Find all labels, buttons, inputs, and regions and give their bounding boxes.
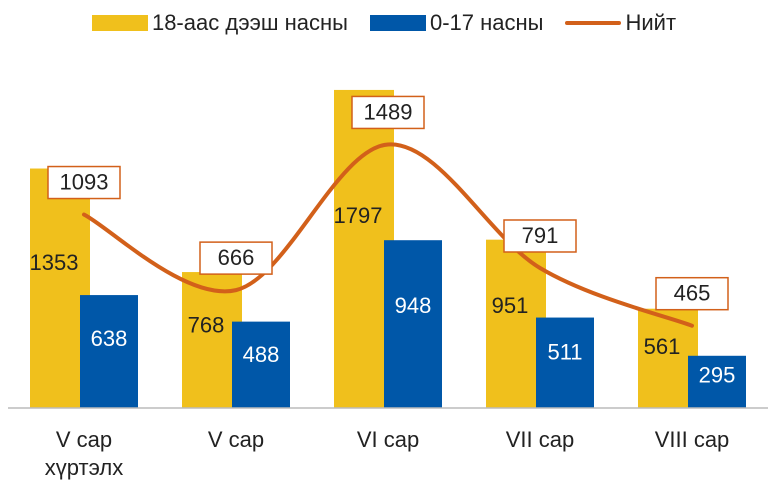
- legend-label: 0-17 насны: [429, 10, 544, 35]
- data-label: 951: [492, 293, 529, 318]
- bar: [688, 355, 746, 408]
- line-label: 1489: [351, 95, 425, 130]
- legend-item: 18-аас дээш насны: [91, 10, 348, 36]
- x-tick-label: VII сар: [505, 427, 575, 452]
- label-box: [47, 165, 121, 200]
- line: [82, 142, 694, 328]
- data-label: 1093: [60, 169, 109, 194]
- x-tick-label: V сар: [207, 427, 265, 452]
- data-label: 511: [547, 340, 582, 365]
- x-tick-label: VI сар: [356, 427, 420, 452]
- line-label: 791: [503, 219, 577, 253]
- line-label: 465: [655, 276, 729, 311]
- data-label: 561: [644, 334, 681, 359]
- data-label: 666: [218, 245, 255, 270]
- data-label: 1489: [364, 99, 413, 124]
- legend-swatch: [565, 21, 622, 25]
- bar: [384, 240, 442, 408]
- label-box: [655, 276, 729, 311]
- legend: 18-аас дээш насны 0-17 насны Нийт: [0, 10, 768, 36]
- legend-label: 18-аас дээш насны: [151, 10, 348, 35]
- bar: [232, 321, 290, 408]
- bar: [80, 295, 138, 408]
- bar: [536, 317, 594, 408]
- legend-swatch: [369, 15, 426, 31]
- line-label: 1093: [47, 165, 121, 200]
- data-label: 465: [674, 281, 711, 306]
- legend-item: 0-17 насны: [369, 10, 544, 36]
- label-box: [351, 95, 425, 130]
- x-tick-label: VIII сар: [654, 427, 730, 452]
- data-label: 295: [699, 362, 736, 387]
- line-label: 666: [199, 241, 273, 275]
- legend-label: Нийт: [625, 10, 677, 35]
- data-label: 791: [522, 223, 559, 248]
- x-tick-label: V сар хүртэлх: [44, 427, 124, 480]
- data-label: 948: [395, 293, 432, 318]
- data-label: 638: [91, 326, 128, 351]
- data-label: 1353: [30, 250, 79, 275]
- data-label: 1797: [334, 203, 383, 228]
- label-box: [503, 219, 577, 253]
- legend-swatch: [91, 15, 148, 31]
- label-box: [199, 241, 273, 275]
- data-label: 488: [243, 342, 280, 367]
- data-label: 768: [188, 312, 225, 337]
- legend-item: Нийт: [565, 10, 676, 36]
